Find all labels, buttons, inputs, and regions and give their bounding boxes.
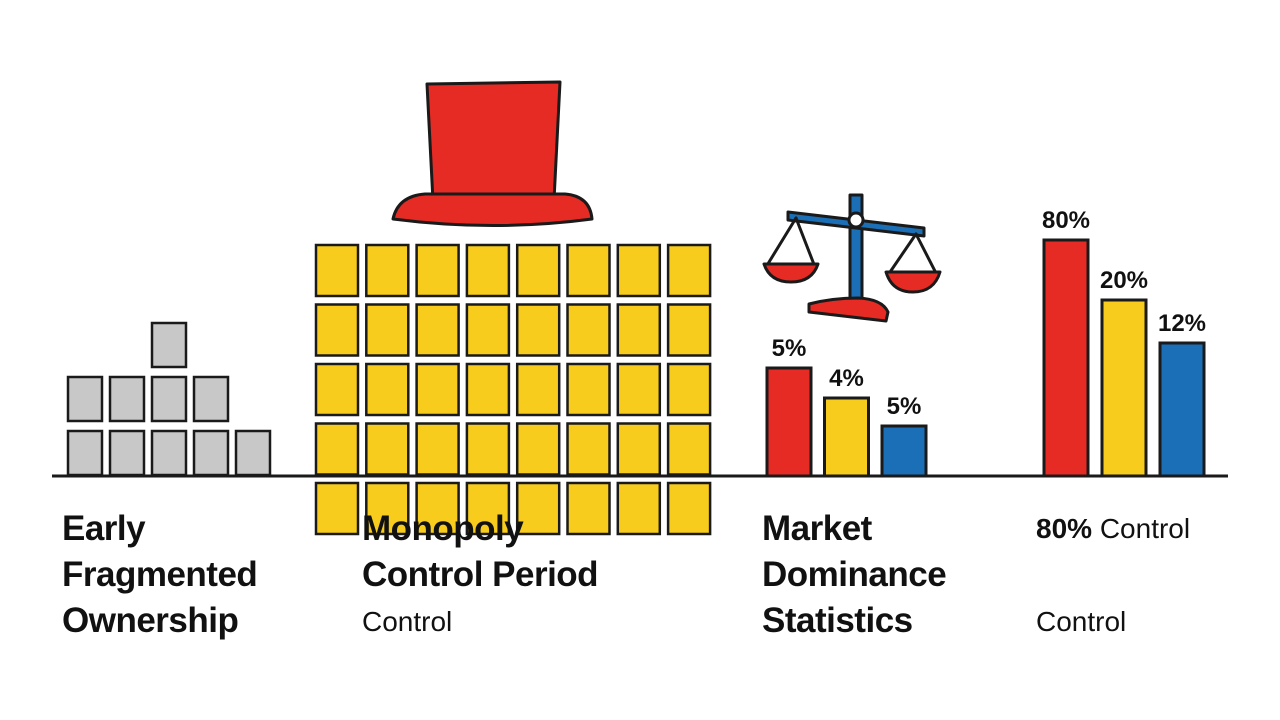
yellow-block bbox=[314, 422, 360, 476]
panel-3-title-line: Market bbox=[762, 509, 872, 548]
yellow-block bbox=[616, 481, 662, 536]
yellow-block bbox=[465, 243, 511, 298]
yellow-block bbox=[515, 481, 561, 536]
panel-3-title-line: Dominance bbox=[762, 555, 947, 594]
grey-block bbox=[192, 429, 230, 477]
yellow-block bbox=[666, 303, 712, 357]
yellow-block bbox=[666, 422, 712, 476]
market-share-small-bars: 5% 4% 5% bbox=[765, 335, 928, 478]
panel-4-top-value: 80% bbox=[1036, 513, 1093, 544]
bar bbox=[1158, 341, 1206, 478]
grey-block bbox=[150, 429, 188, 477]
monopoly-block-grid bbox=[314, 243, 712, 536]
yellow-block bbox=[515, 422, 561, 476]
bar-value-label: 12% bbox=[1158, 310, 1206, 337]
yellow-block bbox=[314, 243, 360, 298]
grey-block bbox=[66, 375, 104, 423]
panel-1-title-line: Ownership bbox=[62, 601, 239, 640]
yellow-block bbox=[616, 303, 662, 357]
grey-block bbox=[192, 375, 230, 423]
yellow-block bbox=[314, 303, 360, 357]
yellow-block bbox=[365, 243, 410, 298]
balance-scale-icon bbox=[762, 193, 942, 323]
panel-1-title: Early Fragmented Ownership bbox=[62, 506, 258, 644]
bar bbox=[1042, 238, 1090, 478]
yellow-block bbox=[566, 303, 611, 357]
bar bbox=[765, 366, 813, 478]
grey-block bbox=[150, 375, 188, 423]
yellow-block bbox=[566, 422, 611, 476]
panel-1-title-line: Fragmented bbox=[62, 555, 258, 594]
yellow-block bbox=[566, 362, 611, 417]
yellow-block bbox=[465, 422, 511, 476]
yellow-block bbox=[415, 481, 460, 536]
yellow-block bbox=[515, 362, 561, 417]
yellow-block bbox=[666, 243, 712, 298]
yellow-block bbox=[415, 243, 460, 298]
yellow-block bbox=[365, 422, 410, 476]
yellow-block bbox=[365, 362, 410, 417]
yellow-block bbox=[616, 422, 662, 476]
panel-4-subtitle: Control bbox=[1036, 606, 1127, 637]
fragmented-blocks bbox=[66, 321, 272, 477]
yellow-block bbox=[415, 303, 460, 357]
panel-1-title-line: Early bbox=[62, 509, 146, 548]
red-top-hat-icon bbox=[391, 80, 594, 227]
yellow-block bbox=[415, 422, 460, 476]
panel-3-title-line: Statistics bbox=[762, 601, 913, 640]
panel-2-title-line: Control Period bbox=[362, 555, 599, 594]
yellow-block bbox=[515, 303, 561, 357]
panel-2-title: Monopoly Control Period bbox=[362, 506, 599, 598]
market-share-large-bars: 80% 20% 12% bbox=[1042, 207, 1206, 478]
grey-block bbox=[66, 429, 104, 477]
bar-value-label: 80% bbox=[1042, 207, 1090, 234]
bar-value-label: 4% bbox=[829, 365, 864, 392]
bar bbox=[880, 424, 928, 478]
panel-3-title: Market Dominance Statistics bbox=[762, 506, 947, 644]
yellow-block bbox=[365, 303, 410, 357]
panel-2-subtitle: Control bbox=[362, 606, 453, 637]
yellow-block bbox=[415, 362, 460, 417]
bar-value-label: 20% bbox=[1100, 267, 1148, 294]
grey-block bbox=[108, 375, 146, 423]
grey-block bbox=[108, 429, 146, 477]
bar-value-label: 5% bbox=[887, 393, 922, 420]
panel-4-top-text: Control bbox=[1092, 513, 1191, 544]
grey-block bbox=[234, 429, 272, 477]
bar-value-label: 5% bbox=[772, 335, 807, 362]
bar bbox=[1100, 298, 1148, 478]
panel-4-top-caption: 80% Control bbox=[1036, 512, 1190, 546]
yellow-block bbox=[465, 362, 511, 417]
yellow-block bbox=[566, 243, 611, 298]
grey-block bbox=[150, 321, 188, 369]
yellow-block bbox=[465, 481, 511, 536]
yellow-block bbox=[666, 481, 712, 536]
yellow-block bbox=[616, 243, 662, 298]
yellow-block bbox=[465, 303, 511, 357]
yellow-block bbox=[666, 362, 712, 417]
yellow-block bbox=[314, 362, 360, 417]
yellow-block bbox=[365, 481, 410, 536]
bar bbox=[823, 396, 870, 478]
yellow-block bbox=[566, 481, 611, 536]
yellow-block bbox=[616, 362, 662, 417]
yellow-block bbox=[314, 481, 360, 536]
yellow-block bbox=[515, 243, 561, 298]
panel-2-title-line: Monopoly bbox=[362, 509, 524, 548]
